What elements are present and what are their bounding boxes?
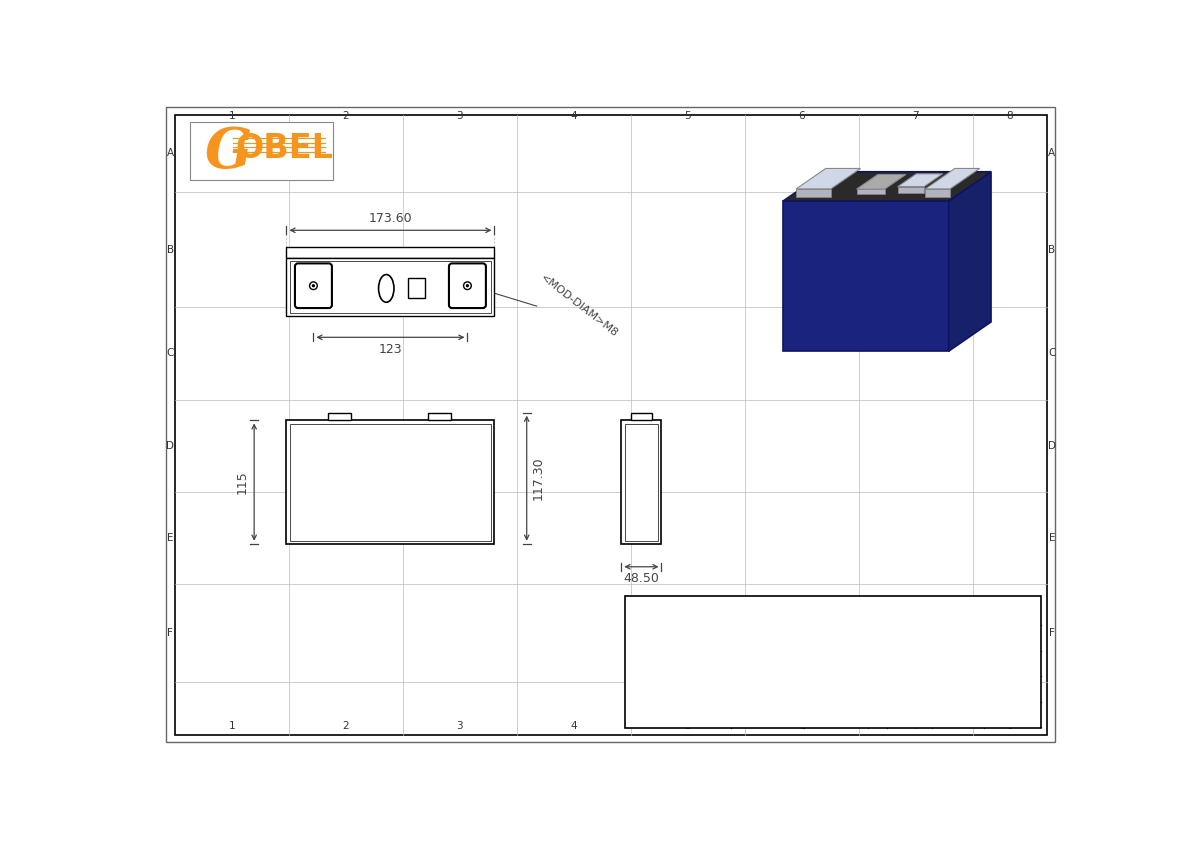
Text: www.gobelpower.com: www.gobelpower.com: [907, 654, 1021, 664]
Bar: [287, 258, 494, 315]
Polygon shape: [948, 172, 991, 352]
Text: AnChi-100Ah: AnChi-100Ah: [877, 604, 967, 617]
Bar: [631, 413, 652, 420]
Bar: [289, 424, 491, 541]
Bar: [428, 413, 451, 420]
Text: AnChi: AnChi: [749, 632, 785, 644]
Text: 8: 8: [1007, 111, 1013, 121]
Text: 3.2V: 3.2V: [753, 682, 782, 696]
Text: Supplier: Supplier: [820, 644, 871, 657]
Text: 100Ah: 100Ah: [747, 657, 788, 670]
Text: mm: mm: [1001, 708, 1025, 721]
Text: OBEL: OBEL: [234, 132, 333, 165]
Text: 117.30: 117.30: [532, 457, 545, 500]
Text: Gobel Power: Gobel Power: [890, 634, 1039, 653]
Text: A: A: [167, 148, 174, 158]
Circle shape: [313, 285, 314, 287]
Text: 0.3mΩ: 0.3mΩ: [746, 708, 788, 721]
Text: C: C: [1048, 348, 1056, 358]
Text: E: E: [1048, 533, 1056, 543]
Polygon shape: [796, 189, 831, 197]
Bar: [190, 123, 333, 180]
Text: Nominal Capacity: Nominal Capacity: [628, 659, 727, 669]
Text: 1: 1: [228, 111, 236, 121]
Text: 115: 115: [236, 470, 249, 494]
Text: D: D: [167, 441, 174, 451]
Text: Scale: Scale: [821, 709, 851, 719]
Polygon shape: [926, 168, 979, 189]
Polygon shape: [796, 168, 860, 189]
Text: 4: 4: [570, 111, 577, 121]
Text: 5: 5: [684, 721, 691, 731]
Text: 6: 6: [798, 721, 804, 731]
Text: Manufacturer: Manufacturer: [640, 633, 715, 643]
Polygon shape: [926, 189, 950, 197]
Polygon shape: [857, 189, 885, 193]
Text: 1:2: 1:2: [890, 708, 910, 721]
Text: <MOD-DIAM>M8: <MOD-DIAM>M8: [538, 272, 619, 340]
Text: G: G: [205, 125, 251, 180]
Text: B: B: [1048, 245, 1056, 255]
Text: F: F: [168, 628, 173, 638]
Bar: [621, 420, 662, 543]
Bar: [328, 413, 351, 420]
Text: D: D: [1048, 441, 1056, 451]
Bar: [408, 278, 425, 298]
Bar: [287, 247, 494, 258]
Bar: [287, 420, 494, 543]
Text: 6: 6: [798, 111, 804, 121]
Text: 7: 7: [913, 111, 919, 121]
Polygon shape: [783, 201, 948, 352]
Text: F: F: [1048, 628, 1054, 638]
Text: 2: 2: [343, 111, 349, 121]
Text: 7: 7: [913, 721, 919, 731]
Text: 4: 4: [570, 721, 577, 731]
Text: 173.60: 173.60: [369, 212, 412, 225]
Text: 8: 8: [1007, 721, 1013, 731]
Text: 5: 5: [684, 111, 691, 121]
FancyBboxPatch shape: [449, 263, 486, 308]
Circle shape: [466, 285, 469, 287]
Text: E: E: [167, 533, 174, 543]
Polygon shape: [897, 187, 925, 193]
Text: Unit: Unit: [946, 709, 970, 719]
Ellipse shape: [378, 274, 394, 302]
Text: 2: 2: [343, 721, 349, 731]
Text: 3: 3: [457, 111, 463, 121]
Text: 48.50: 48.50: [624, 572, 659, 585]
Bar: [289, 261, 491, 313]
Text: Nominal Voltage: Nominal Voltage: [632, 684, 724, 694]
Text: Model Name: Model Name: [675, 604, 753, 617]
Text: C: C: [167, 348, 174, 358]
Text: A: A: [1048, 148, 1056, 158]
Text: 123: 123: [378, 342, 402, 356]
Bar: [625, 424, 658, 541]
Text: 2.050    kg: 2.050 kg: [931, 682, 997, 696]
Polygon shape: [783, 172, 991, 201]
Bar: [625, 596, 1041, 728]
Text: ACIR: ACIR: [664, 709, 690, 719]
Text: 3: 3: [457, 721, 463, 731]
Text: B: B: [167, 245, 174, 255]
FancyBboxPatch shape: [295, 263, 332, 308]
Text: 1: 1: [228, 721, 236, 731]
Text: Weight: Weight: [823, 682, 868, 696]
Polygon shape: [897, 174, 942, 187]
Polygon shape: [857, 174, 906, 189]
